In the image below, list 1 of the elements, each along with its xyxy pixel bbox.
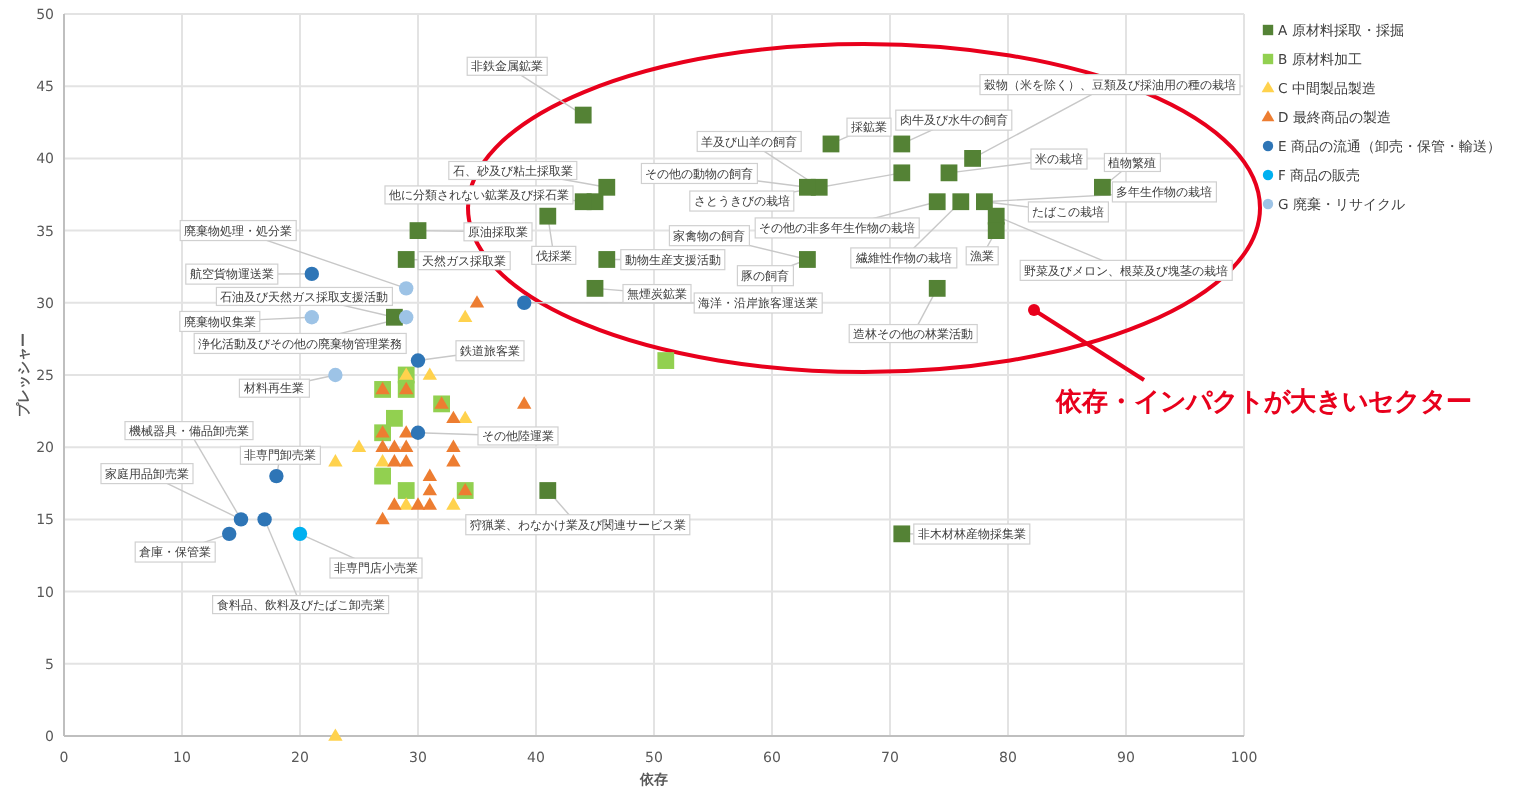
annotation: 依存・インパクトが大きいセクター	[1054, 388, 1472, 418]
